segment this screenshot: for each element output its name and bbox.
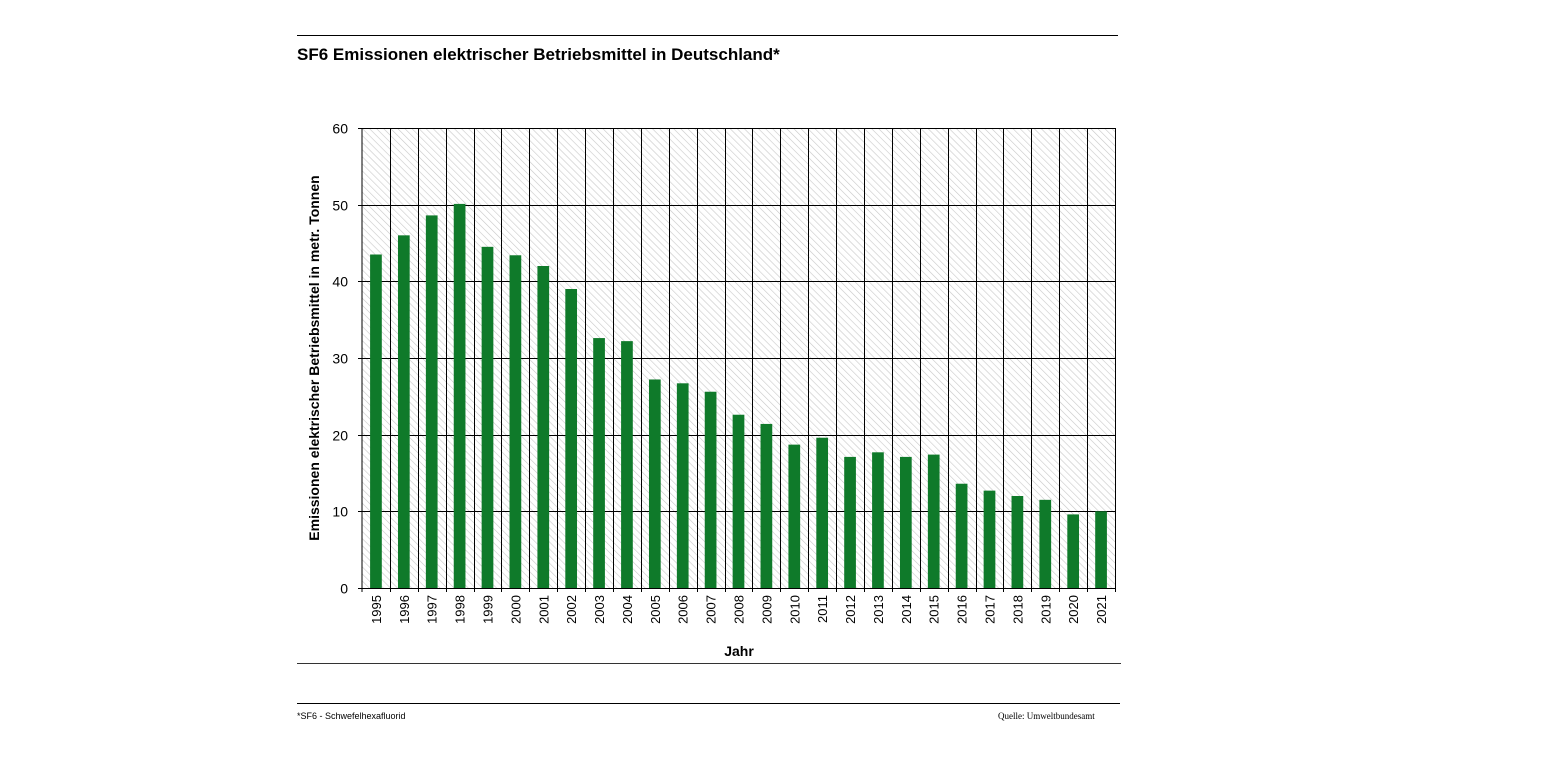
y-tick-label: 0 [340,581,348,597]
bar-2019 [1039,499,1052,588]
x-tick-label: 2020 [1066,595,1081,624]
x-tick-label: 2014 [899,595,914,624]
bars [370,203,1107,588]
bar-2021 [1095,511,1107,588]
x-tick-label: 2000 [508,595,523,624]
x-tick-label: 2007 [704,595,719,624]
bar-2011 [816,437,829,588]
bar-1998 [453,203,466,588]
y-tick-label: 10 [332,504,348,520]
bar-1999 [481,246,494,588]
bar-2004 [621,341,633,588]
x-axis-ticks: 1995 1996 1997 1998 1999 2000 2001 2002 2003 2004… [369,595,1109,624]
source-note: Quelle: Umweltbundesamt [998,711,1095,721]
bar-1995 [370,254,382,588]
bar-2017 [983,490,996,588]
y-tick-label: 50 [332,198,348,214]
bar-2006 [676,383,689,588]
x-tick-label: 2017 [983,595,998,624]
top-rule [297,35,1118,36]
footnote: *SF6 - Schwefelhexafluorid [297,711,406,721]
x-tick-label: 1998 [453,595,468,624]
x-tick-label: 2003 [592,595,607,624]
x-tick-label: 2011 [815,595,830,623]
bar-2002 [565,289,578,588]
bar-2010 [788,444,801,588]
x-tick-label: 2002 [564,595,579,624]
bar-2016 [955,483,968,588]
bar-2020 [1067,514,1080,588]
x-tick-label: 2012 [843,595,858,624]
y-axis-ticks: 0 10 20 30 40 50 60 [332,121,362,597]
y-tick-label: 40 [332,274,348,290]
bar-2001 [537,266,550,588]
y-tick-label: 20 [332,428,348,444]
x-tick-label: 1999 [481,595,496,624]
x-tick-label: 2018 [1010,595,1025,624]
x-tick-label: 2008 [732,595,747,624]
divider-rule [297,663,1121,664]
footer-rule [297,703,1120,704]
x-tick-label: 2005 [648,595,663,624]
x-tick-label: 2015 [927,595,942,624]
bar-2018 [1011,496,1024,588]
y-tick-label: 60 [332,121,348,137]
chart-title: SF6 Emissionen elektrischer Betriebsmitt… [297,45,780,64]
x-tick-label: 2016 [955,595,970,624]
bar-2013 [872,452,884,588]
bar-2014 [899,456,912,588]
bar-2009 [760,423,773,588]
x-tick-label: 2019 [1038,595,1053,624]
bar-2008 [732,414,745,588]
bar-1996 [397,235,410,588]
x-tick-label: 2006 [676,595,691,624]
x-tick-label: 1995 [369,595,384,624]
y-tick-label: 30 [332,351,348,367]
bar-2015 [927,454,940,588]
bar-2000 [509,255,522,588]
bar-2003 [593,338,605,588]
x-tick-label: 2001 [536,595,551,624]
bar-2012 [844,456,856,588]
x-tick-label: 2013 [871,595,886,624]
x-tick-label: 1997 [425,595,440,624]
x-tick-label: 2009 [759,595,774,624]
bar-2005 [648,379,661,588]
y-axis-label: Emissionen elektrischer Betriebsmittel i… [306,175,322,540]
x-tick-label: 1996 [397,595,412,624]
x-axis-label: Jahr [724,643,754,659]
bar-1997 [425,215,438,588]
x-tick-label: 2004 [620,595,635,624]
bar-2007 [704,391,717,588]
x-tick-label: 2010 [787,595,802,624]
x-tick-label: 2021 [1094,595,1109,624]
